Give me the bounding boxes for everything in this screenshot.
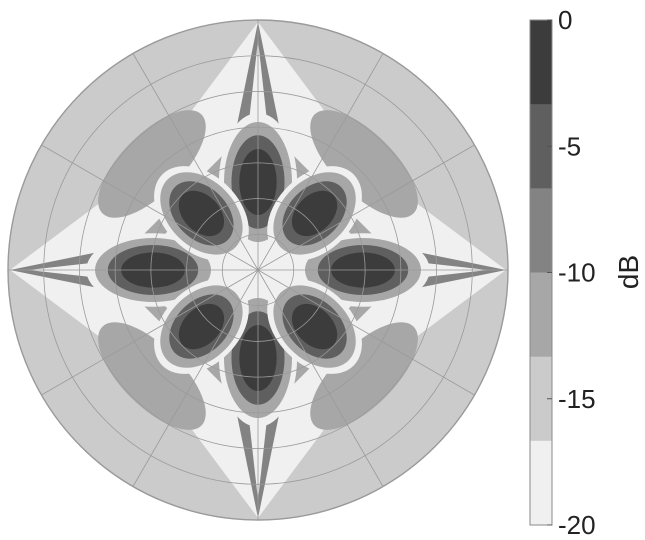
grid-spoke-210 bbox=[41, 269, 259, 396]
outer-lobe-diag-0 bbox=[310, 110, 418, 218]
grid-spoke-330 bbox=[257, 269, 475, 396]
colorbar-band-5 bbox=[530, 440, 552, 526]
outer-lobe-diag-1 bbox=[310, 322, 418, 430]
grid-spoke-30 bbox=[257, 144, 475, 271]
colorbar-tick-label-0: 0 bbox=[558, 5, 572, 35]
rim-lobe-diag-3 bbox=[82, 94, 145, 157]
colorbar-band-0 bbox=[530, 20, 552, 105]
main-lobe-lower-left-level-3 bbox=[178, 303, 225, 350]
grid-spoke-300 bbox=[257, 269, 384, 487]
colorbar-band-4 bbox=[530, 356, 552, 442]
main-lobe-upper-right-level-3 bbox=[291, 190, 338, 237]
rim-lobe-diag-1 bbox=[371, 383, 434, 446]
colorbar-bands bbox=[530, 20, 552, 526]
outer-lobe-diag-3 bbox=[98, 110, 206, 218]
colorbar-band-3 bbox=[530, 272, 552, 358]
main-lobe-upper-left-level-3 bbox=[178, 190, 225, 237]
colorbar-band-2 bbox=[530, 188, 552, 273]
grid-spoke-120 bbox=[132, 53, 259, 271]
grid-spoke-60 bbox=[257, 53, 384, 271]
grid-spoke-240 bbox=[132, 269, 259, 487]
colorbar-tick-label-3: -15 bbox=[558, 384, 596, 414]
rim-lobe-diag-2 bbox=[82, 383, 145, 446]
colorbar-band-1 bbox=[530, 104, 552, 189]
colorbar-ticks: 0 -5 -10 -15 -20 bbox=[547, 5, 596, 540]
grid-spoke-150 bbox=[41, 144, 259, 271]
outer-lobe-diag-2 bbox=[98, 322, 206, 430]
rim-lobe-diag-0 bbox=[371, 94, 434, 157]
colorbar: 0 -5 -10 -15 -20 dB bbox=[529, 5, 644, 540]
polar-grid bbox=[7, 19, 509, 521]
colorbar-unit-label: dB bbox=[613, 255, 644, 289]
main-lobe-lower-right-level-3 bbox=[291, 303, 338, 350]
colorbar-tick-label-1: -5 bbox=[558, 131, 581, 161]
colorbar-tick-label-2: -10 bbox=[558, 258, 596, 288]
colorbar-tick-label-4: -20 bbox=[558, 510, 596, 540]
